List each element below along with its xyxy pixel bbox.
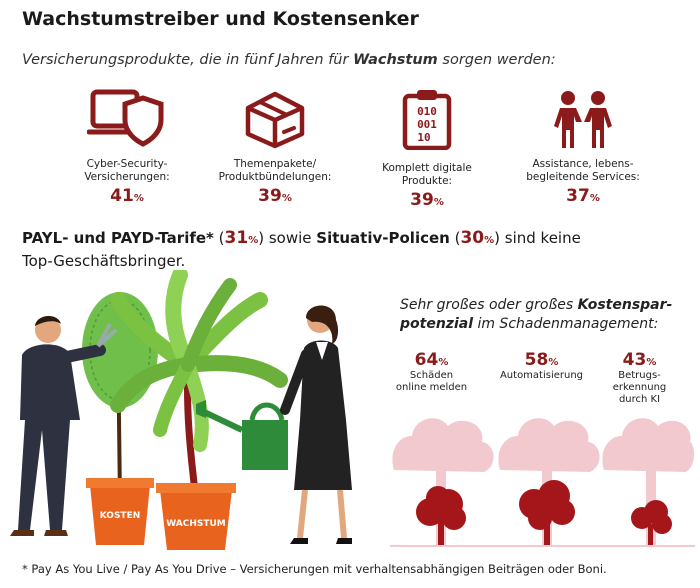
payl-end: ) sind keine bbox=[494, 229, 581, 247]
payl-mid: ) sowie bbox=[258, 229, 317, 247]
tree-automation bbox=[498, 418, 600, 546]
subtitle-bold: Wachstum bbox=[353, 52, 438, 68]
tree-fraud bbox=[602, 418, 695, 546]
product-digital: 010 001 10 Komplett digitale Produkte: 39… bbox=[352, 88, 502, 210]
product-unit: % bbox=[281, 193, 292, 204]
pot-wachstum: WACHSTUM bbox=[156, 483, 236, 550]
product-value: 39 bbox=[410, 190, 434, 210]
product-unit: % bbox=[133, 193, 144, 204]
product-label-2: Produkte: bbox=[401, 175, 453, 187]
payl-statement: PAYL- und PAYD-Tarife* (31%) sowie Situa… bbox=[22, 228, 582, 271]
package-box-icon bbox=[245, 91, 305, 149]
savings-bold1: Kostenspar- bbox=[577, 297, 673, 313]
payl-bold: PAYL- und PAYD-Tarife* bbox=[22, 229, 214, 247]
stat-value: 43 bbox=[622, 350, 647, 370]
stat-label-1: Betrugs- bbox=[618, 370, 661, 381]
pot-kosten: KOSTEN bbox=[86, 478, 154, 545]
savings-post: im Schadenmanagement: bbox=[473, 316, 659, 332]
stat-label-2: online melden bbox=[395, 382, 468, 393]
payl-end2: Top-Geschäftsbringer. bbox=[22, 252, 186, 270]
gardening-illustration: KOSTEN WACHSTUM bbox=[10, 270, 352, 550]
svg-text:001: 001 bbox=[417, 118, 437, 131]
product-label-1: Cyber-Security- bbox=[86, 158, 168, 170]
laptop-shield-icon bbox=[87, 89, 164, 147]
product-unit: % bbox=[589, 193, 600, 204]
subtitle-pre: Versicherungsprodukte, die in fünf Jahre… bbox=[22, 52, 354, 68]
product-cyber: Cyber-Security- Versicherungen: 41% bbox=[52, 88, 202, 206]
stat-unit: % bbox=[548, 357, 559, 368]
product-bundles: Themenpakete/Produktbündelungen: 39% bbox=[200, 88, 350, 206]
product-label-2: begleitende Services: bbox=[526, 171, 640, 183]
pot-wachstum-label: WACHSTUM bbox=[166, 519, 226, 529]
pot-kosten-label: KOSTEN bbox=[100, 511, 141, 521]
savings-heading: Sehr großes oder großes Kostenspar-poten… bbox=[400, 296, 690, 334]
tree-online bbox=[392, 418, 494, 546]
watering-can bbox=[196, 400, 288, 470]
situativ-paren: ( bbox=[449, 229, 461, 247]
products-subtitle: Versicherungsprodukte, die in fünf Jahre… bbox=[22, 52, 556, 68]
product-label-1: Assistance, lebens- bbox=[532, 158, 634, 170]
stat-value: 58 bbox=[524, 350, 549, 370]
digital-clipboard-icon: 010 001 10 bbox=[402, 90, 452, 150]
situativ-value: 30 bbox=[460, 228, 485, 248]
svg-text:010: 010 bbox=[417, 105, 437, 118]
stat-automation: 58% Automatisierung bbox=[494, 350, 589, 382]
stat-unit: % bbox=[646, 357, 657, 368]
situativ-bold: Situativ-Policen bbox=[316, 229, 450, 247]
stat-label-1: Schäden bbox=[409, 370, 454, 381]
stat-fraud: 43% Betrugs-erkennung durch KI bbox=[592, 350, 687, 406]
product-value: 39 bbox=[258, 186, 282, 206]
product-label-2: Produktbündelungen: bbox=[218, 171, 332, 183]
payl-value: 31 bbox=[224, 228, 249, 248]
stat-value: 64 bbox=[414, 350, 439, 370]
product-label-1: Komplett digitale bbox=[382, 162, 472, 174]
product-value: 37 bbox=[566, 186, 590, 206]
subtitle-post: sorgen werden: bbox=[437, 52, 556, 68]
page-title: Wachstumstreiber und Kostensenker bbox=[22, 8, 419, 30]
stat-label-3: durch KI bbox=[618, 394, 661, 405]
stat-label-1: Automatisierung bbox=[499, 370, 584, 381]
savings-pre: Sehr großes oder großes bbox=[400, 297, 578, 313]
product-assistance: Assistance, lebens-begleitende Services:… bbox=[508, 88, 658, 206]
savings-trees bbox=[390, 418, 695, 547]
savings-bold2: potenzial bbox=[400, 316, 473, 332]
stat-online: 64% Schäden online melden bbox=[384, 350, 479, 394]
product-unit: % bbox=[433, 197, 444, 208]
payl-unit: % bbox=[248, 235, 259, 246]
product-label-1: Themenpakete/ bbox=[233, 158, 317, 170]
woman-with-can bbox=[280, 305, 352, 544]
footnote: * Pay As You Live / Pay As You Drive – V… bbox=[22, 562, 607, 576]
payl-paren: ( bbox=[213, 229, 225, 247]
stat-label-2: erkennung bbox=[612, 382, 667, 393]
stat-unit: % bbox=[438, 357, 449, 368]
product-value: 41 bbox=[110, 186, 134, 206]
man-with-shears bbox=[10, 315, 118, 536]
product-label-2: Versicherungen: bbox=[84, 171, 170, 183]
svg-text:10: 10 bbox=[417, 131, 430, 144]
people-icon bbox=[554, 91, 612, 148]
situativ-unit: % bbox=[484, 235, 495, 246]
